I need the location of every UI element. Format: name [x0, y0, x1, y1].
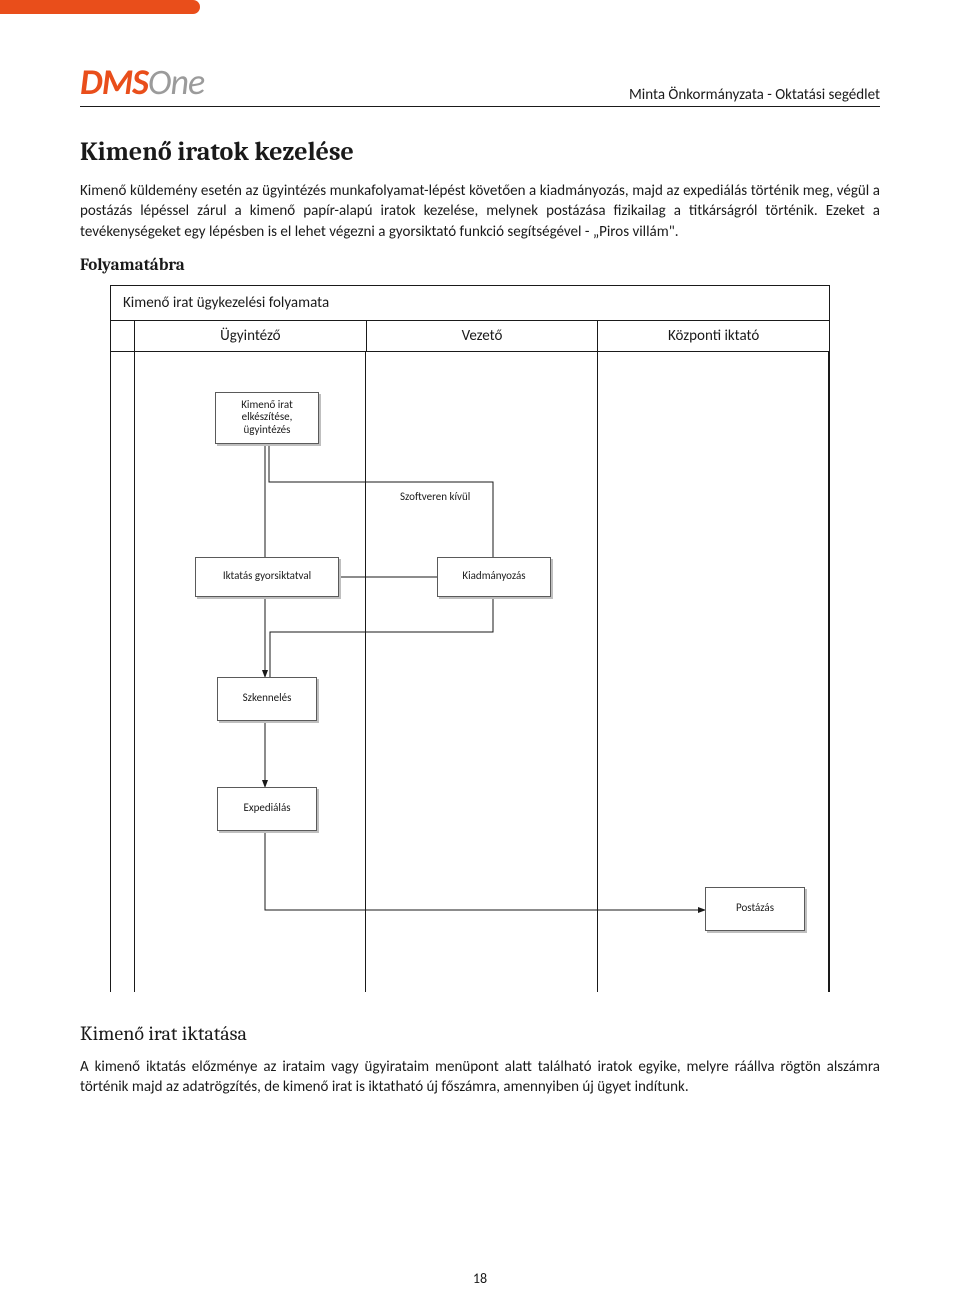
page: DMSOne Minta Önkormányzata - Oktatási se… [0, 0, 960, 1307]
flowchart-node-szkenneles: Szkennelés [217, 677, 317, 721]
flowchart-node-iktatas: Iktatás gyorsiktatval [195, 557, 339, 597]
section2-paragraph: A kimenő iktatás előzménye az irataim va… [80, 1057, 880, 1098]
flowchart-heading: Folyamatábra [80, 256, 880, 275]
page-number: 18 [0, 1270, 960, 1287]
section1-paragraph: Kimenő küldemény esetén az ügyintézés mu… [80, 181, 880, 242]
flowchart-node-keszites: Kimenő irat elkészítése, ügyintézés [215, 392, 319, 444]
lane-head-2: Központi iktató [598, 321, 829, 351]
lane-head-0: Ügyintéző [135, 321, 367, 351]
flowchart-edge-label-szoftveren: Szoftveren kívül [398, 490, 472, 503]
lane-1 [366, 352, 597, 992]
flowchart-body: Kimenő irat elkészítése, ügyintézés Ikta… [111, 352, 829, 992]
flowchart-title: Kimenő irat ügykezelési folyamata [111, 286, 829, 321]
lane-head-1: Vezető [367, 321, 599, 351]
flowchart-node-postazas: Postázás [705, 887, 805, 931]
flowchart-lanes-header: Ügyintéző Vezető Központi iktató [111, 321, 829, 352]
logo-prefix: DMS [80, 60, 148, 104]
flowchart-shim-body [111, 352, 135, 992]
header-right-text: Minta Önkormányzata - Oktatási segédlet [629, 86, 880, 104]
logo-suffix: One [148, 60, 204, 104]
section2-title: Kimenő irat iktatása [80, 1022, 880, 1045]
flowchart-node-expedialas: Expediálás [217, 787, 317, 831]
header-row: DMSOne Minta Önkormányzata - Oktatási se… [80, 60, 880, 104]
lane-0 [135, 352, 366, 992]
section1-title: Kimenő iratok kezelése [80, 137, 880, 167]
logo: DMSOne [80, 60, 204, 104]
top-accent-bar [0, 0, 200, 14]
flowchart-shim-head [111, 321, 135, 351]
header-divider [80, 106, 880, 107]
flowchart-node-kiadmanyozas: Kiadmányozás [437, 557, 551, 597]
flowchart-frame: Kimenő irat ügykezelési folyamata Ügyint… [110, 285, 830, 992]
